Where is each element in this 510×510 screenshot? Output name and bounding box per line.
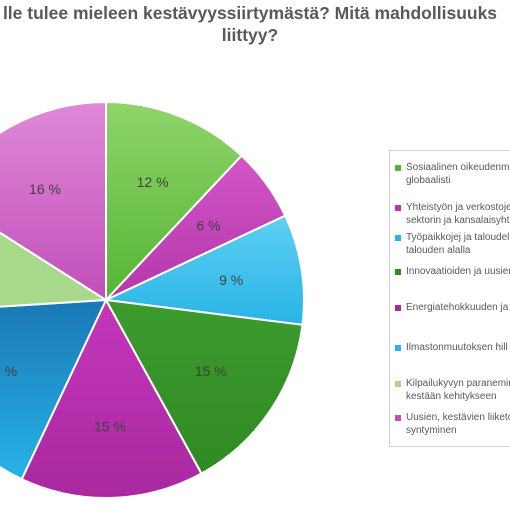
slice-label-8: 16 % <box>29 181 61 197</box>
slice-label-5: 15 % <box>94 419 126 435</box>
legend-label: Ilmastonmuutoksen hill <box>406 342 508 353</box>
legend-swatch <box>395 205 401 211</box>
chart-title: lle tulee mieleen kestävyyssiirtymästä? … <box>0 2 510 46</box>
legend-item-8: Uusien, kestävien liiketo syntyminen <box>395 411 510 437</box>
pie-slice-6 <box>0 298 108 481</box>
legend-item-3: Työpaikkojej ja taloudel talouden alalla <box>395 231 509 257</box>
legend-label: Energiatehokkuuden ja <box>406 302 509 313</box>
slice-label-3: 9 % <box>219 272 243 288</box>
legend-swatch <box>395 415 401 421</box>
legend: Sosiaalinen oikeudenm globaalisti Yhteisty… <box>389 150 510 447</box>
pie-slice-7 <box>0 231 110 308</box>
legend-swatch <box>395 345 401 351</box>
legend-swatch <box>395 305 401 311</box>
pie-slice-5 <box>20 297 203 499</box>
legend-label: Kilpailukyvyn paranemir kestään kehitykse… <box>406 378 510 402</box>
legend-swatch <box>395 269 401 275</box>
legend-item-5: Energiatehokkuuden ja <box>395 301 508 314</box>
slice-label-2: 6 % <box>196 218 220 234</box>
legend-label: Yhteistyön ja verkostoje sektorin ja kans… <box>406 202 510 226</box>
legend-swatch <box>395 381 401 387</box>
pie-slice-3 <box>102 214 305 326</box>
slice-label-4: 15 % <box>195 363 227 379</box>
slice-label-6: 17 % <box>0 363 17 379</box>
legend-label: Työpaikkojej ja taloudel talouden alalla <box>406 232 510 256</box>
pie-slice-1 <box>105 100 243 303</box>
legend-swatch <box>395 165 401 171</box>
legend-label: Uusien, kestävien liiketo syntyminen <box>406 412 510 436</box>
legend-swatch <box>395 235 401 241</box>
legend-label: Innovaatioiden ja uusien <box>406 266 510 277</box>
legend-item-6: Ilmastonmuutoksen hill <box>395 341 508 354</box>
chart-title-line-1: lle tulee mieleen kestävyyssiirtymästä? … <box>2 3 498 23</box>
legend-label: Sosiaalinen oikeudenm globaalisti <box>406 162 510 186</box>
legend-item-1: Sosiaalinen oikeudenm globaalisti <box>395 161 509 187</box>
legend-item-2: Yhteistyön ja verkostoje sektorin ja kans… <box>395 201 510 227</box>
pie-slice-8 <box>0 100 107 302</box>
legend-item-7: Kilpailukyvyn paranemir kestään kehitykse… <box>395 377 510 403</box>
chart-title-line-2: liittyy? <box>221 25 279 45</box>
legend-item-4: Innovaatioiden ja uusien <box>395 265 510 278</box>
pie-slice-4 <box>104 298 304 475</box>
slice-label-1: 12 % <box>137 174 169 190</box>
